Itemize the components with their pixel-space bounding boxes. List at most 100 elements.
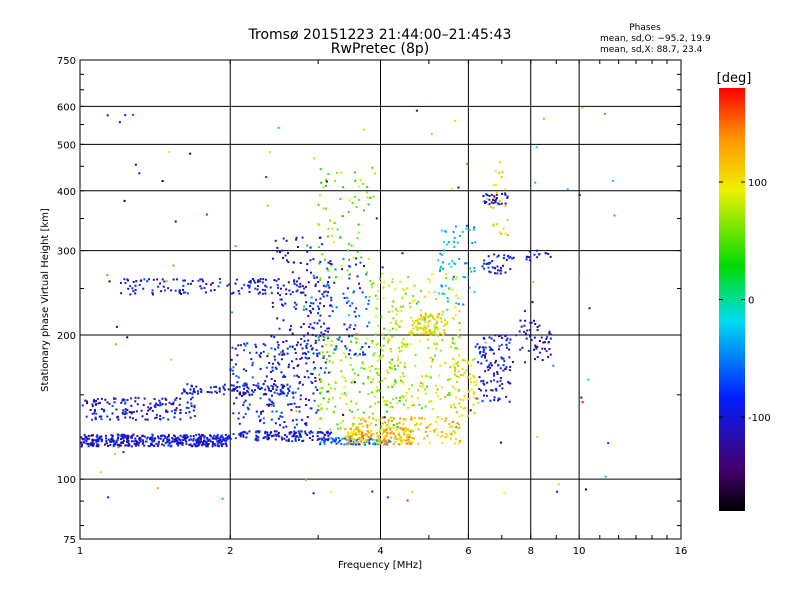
- data-point: [393, 417, 396, 420]
- data-point: [448, 394, 451, 396]
- data-point: [289, 293, 292, 296]
- data-point: [242, 384, 245, 387]
- data-point: [434, 328, 437, 331]
- data-point: [294, 391, 297, 394]
- data-point: [298, 382, 301, 385]
- data-point: [211, 445, 214, 448]
- data-point: [234, 437, 237, 440]
- data-point: [237, 417, 240, 420]
- data-point: [549, 333, 552, 336]
- data-point: [339, 197, 342, 200]
- data-point: [357, 427, 360, 430]
- data-point: [420, 309, 422, 312]
- data-point: [411, 395, 414, 398]
- data-point: [429, 315, 431, 317]
- data-point: [342, 257, 345, 260]
- data-point: [437, 292, 440, 295]
- data-point: [351, 437, 354, 440]
- data-point: [475, 384, 478, 387]
- data-point: [393, 383, 395, 386]
- data-point: [487, 266, 490, 269]
- data-point: [216, 435, 219, 438]
- data-point: [354, 195, 357, 198]
- data-point: [360, 437, 363, 440]
- data-point: [451, 289, 454, 291]
- data-point: [538, 253, 541, 255]
- data-point: [242, 401, 245, 404]
- data-point: [343, 386, 346, 389]
- data-point: [402, 343, 405, 346]
- data-point: [488, 198, 491, 201]
- data-point: [195, 442, 198, 445]
- data-point: [487, 255, 490, 258]
- data-point: [276, 385, 279, 388]
- data-point: [351, 368, 354, 371]
- data-point: [256, 280, 259, 283]
- data-point: [358, 353, 361, 356]
- data-point: [136, 403, 139, 406]
- data-point: [205, 440, 208, 443]
- data-point: [156, 445, 159, 448]
- data-point: [388, 333, 391, 336]
- data-point: [454, 362, 457, 365]
- data-point: [248, 430, 251, 433]
- data-point: [189, 282, 192, 285]
- data-point: [195, 385, 198, 388]
- data-point: [300, 435, 303, 438]
- data-point: [383, 436, 386, 439]
- data-point: [361, 435, 363, 438]
- data-point: [462, 303, 465, 306]
- data-point: [465, 369, 468, 372]
- data-point: [265, 278, 267, 281]
- data-point: [212, 436, 215, 439]
- data-point: [468, 267, 471, 270]
- data-point: [316, 352, 319, 355]
- data-point: [453, 236, 456, 239]
- data-point: [385, 428, 388, 431]
- data-point: [208, 438, 211, 441]
- data-point: [91, 405, 94, 408]
- data-point: [266, 435, 269, 438]
- data-point: [439, 332, 441, 335]
- data-point: [462, 407, 465, 410]
- data-point: [429, 376, 432, 379]
- data-point: [288, 390, 291, 392]
- data-point: [161, 443, 164, 446]
- data-point: [295, 358, 298, 361]
- data-point: [450, 345, 452, 348]
- data-point: [268, 403, 271, 406]
- data-point: [307, 315, 310, 317]
- data-point: [124, 416, 127, 419]
- data-point: [273, 391, 276, 394]
- data-point: [108, 280, 111, 283]
- data-point: [157, 443, 160, 446]
- data-point: [506, 196, 509, 199]
- data-point: [323, 258, 326, 261]
- data-point: [278, 435, 281, 438]
- data-point: [373, 352, 376, 355]
- data-point: [268, 434, 271, 437]
- data-point: [390, 420, 393, 422]
- data-point: [430, 314, 433, 317]
- data-point: [237, 344, 240, 347]
- data-point: [93, 399, 95, 402]
- data-point: [150, 442, 153, 445]
- x-tick-label: 10: [573, 546, 586, 557]
- data-point: [285, 439, 288, 442]
- data-point: [443, 249, 445, 252]
- data-point: [359, 178, 362, 181]
- data-point: [211, 443, 214, 446]
- data-point: [455, 294, 458, 297]
- data-point: [361, 434, 364, 437]
- colorbar-tick-label: 0: [748, 296, 754, 307]
- data-point: [162, 440, 165, 443]
- data-point: [380, 416, 383, 419]
- data-point: [264, 430, 267, 433]
- data-point: [290, 409, 293, 411]
- data-point: [378, 430, 381, 433]
- data-point: [255, 431, 257, 434]
- data-point: [424, 328, 427, 331]
- data-point: [290, 403, 293, 405]
- data-point: [380, 440, 383, 443]
